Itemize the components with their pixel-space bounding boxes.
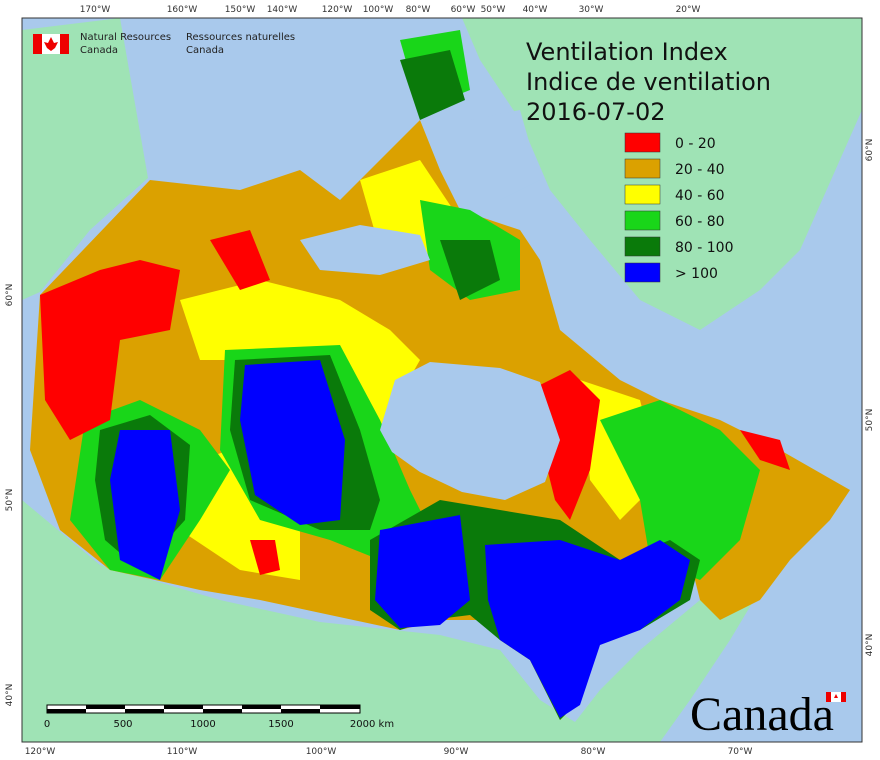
- index-region: [40, 260, 180, 440]
- legend-swatch: [624, 132, 661, 153]
- scale-bar-label: 0: [44, 719, 50, 730]
- graticule-label: 50°N: [865, 409, 875, 432]
- index-region: [110, 430, 180, 580]
- scale-bar-label: 500: [113, 719, 132, 730]
- graticule-label: 40°N: [5, 684, 15, 707]
- united-states: [22, 500, 760, 742]
- wordmark-text: Canada: [690, 688, 834, 741]
- index-region: [600, 400, 760, 580]
- logo-text: Canada: [80, 45, 118, 56]
- index-region: [240, 360, 345, 525]
- title: Indice de ventilation: [526, 68, 771, 96]
- logo: Natural Resources Canada Ressources natu…: [33, 32, 295, 56]
- scale-bar-segment: [203, 709, 242, 713]
- flag-bar: [841, 692, 846, 702]
- scale-bar-segment: [125, 709, 164, 713]
- graticule-label: 80°W: [406, 5, 431, 15]
- graticule-label: 120°W: [322, 5, 353, 15]
- title: Ventilation Index: [526, 38, 728, 66]
- flag-bar: [60, 34, 69, 54]
- scale-bar-segment: [164, 705, 203, 709]
- graticule-label: 100°W: [363, 5, 394, 15]
- graticule-label: 160°W: [167, 5, 198, 15]
- scale-bar-segment: [242, 705, 281, 709]
- legend-swatch: [624, 158, 661, 179]
- graticule-label: 140°W: [267, 5, 298, 15]
- legend-swatch: [624, 210, 661, 231]
- alaska: [22, 18, 148, 300]
- index-region: [375, 515, 470, 628]
- legend-label: > 100: [675, 266, 718, 282]
- legend-label: 40 - 60: [675, 188, 725, 204]
- land-layer: [22, 18, 862, 742]
- hudson-bay: [380, 362, 560, 500]
- index-region: [400, 50, 465, 120]
- legend-label: 60 - 80: [675, 214, 725, 230]
- flag-bar: [826, 692, 831, 702]
- graticule-label: 150°W: [225, 5, 256, 15]
- date: 2016-07-02: [526, 98, 665, 126]
- graticule-label: 80°W: [581, 747, 606, 757]
- logo-text: Natural Resources: [80, 32, 171, 43]
- greenland: [462, 18, 862, 330]
- baffin-bay: [470, 110, 540, 200]
- graticule-label: 40°N: [865, 634, 875, 657]
- graticule-label: 40°W: [523, 5, 548, 15]
- graticule-label: 50°N: [5, 489, 15, 512]
- index-region: [210, 230, 270, 290]
- graticule-label: 20°W: [676, 5, 701, 15]
- legend-label: 80 - 100: [675, 240, 734, 256]
- arctic-channel: [300, 225, 430, 275]
- map-frame: [21, 17, 863, 743]
- legend: 0 - 20 20 - 40 40 - 60 60 - 80 80 - 100 > 100: [624, 132, 734, 283]
- index-region: [485, 540, 690, 718]
- logo-text: Ressources naturelles: [186, 32, 295, 43]
- wordmark: Canada: [690, 688, 846, 741]
- graticule-label: 60°N: [5, 284, 15, 307]
- flag-leaf: [44, 37, 58, 51]
- legend-swatch: [624, 236, 661, 257]
- inland-water: [300, 110, 560, 500]
- scale-bar-segment: [320, 705, 360, 709]
- legend-label: 20 - 40: [675, 162, 725, 178]
- index-region: [740, 430, 790, 470]
- graticule-label: 70°W: [728, 747, 753, 757]
- graticule-label: 100°W: [306, 747, 337, 757]
- graticule-label: 120°W: [25, 747, 56, 757]
- scale-bar: 0 500 1000 1500 2000 km: [44, 704, 394, 730]
- graticule-label: 90°W: [444, 747, 469, 757]
- scale-bar-segment: [47, 709, 86, 713]
- scale-bar-segment: [86, 705, 125, 709]
- graticule-label: 60°N: [865, 139, 875, 162]
- logo-text: Canada: [186, 45, 224, 56]
- index-region: [440, 240, 500, 300]
- graticule-labels: 170°W 160°W 150°W 140°W 120°W 100°W 80°W 60°W 50…: [5, 5, 875, 757]
- graticule-label: 170°W: [80, 5, 111, 15]
- scale-bar-segment: [281, 709, 320, 713]
- legend-swatch: [624, 262, 661, 283]
- graticule-label: 60°W: [451, 5, 476, 15]
- graticule-label: 110°W: [167, 747, 198, 757]
- flag-leaf: [834, 694, 838, 698]
- index-region: [250, 540, 280, 575]
- legend-swatch: [624, 184, 661, 205]
- legend-label: 0 - 20: [675, 136, 716, 152]
- graticule-label: 50°W: [481, 5, 506, 15]
- scale-bar-label: 2000 km: [350, 719, 394, 730]
- graticule-label: 30°W: [579, 5, 604, 15]
- scale-bar-label: 1000: [190, 719, 215, 730]
- flag-bar: [33, 34, 42, 54]
- scale-bar-label: 1500: [268, 719, 293, 730]
